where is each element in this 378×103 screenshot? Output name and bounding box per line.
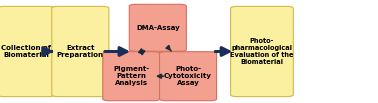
FancyBboxPatch shape xyxy=(103,52,160,101)
Text: Photo-
Cytotoxicity
Assay: Photo- Cytotoxicity Assay xyxy=(164,66,212,87)
FancyBboxPatch shape xyxy=(52,6,109,97)
Text: Extract
Preparation: Extract Preparation xyxy=(57,45,104,58)
Ellipse shape xyxy=(130,44,186,85)
Text: DMA-Assay: DMA-Assay xyxy=(136,25,180,31)
FancyBboxPatch shape xyxy=(129,4,186,51)
FancyBboxPatch shape xyxy=(0,6,55,97)
Text: Collection of
Biomaterial: Collection of Biomaterial xyxy=(2,45,51,58)
Text: Photo-
pharmacological
Evaluation of the
Biomaterial: Photo- pharmacological Evaluation of the… xyxy=(230,38,294,65)
FancyBboxPatch shape xyxy=(160,52,217,101)
FancyBboxPatch shape xyxy=(231,6,293,97)
Text: Pigment-
Pattern
Analysis: Pigment- Pattern Analysis xyxy=(113,66,149,87)
